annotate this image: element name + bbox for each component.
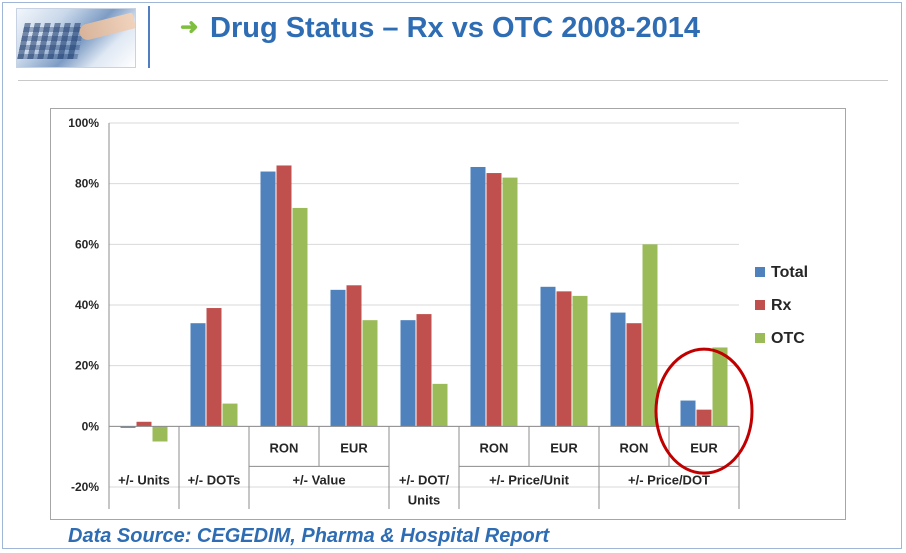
bar-otc: [222, 403, 238, 427]
legend-swatch-otc: [755, 333, 765, 343]
y-tick-label: 20%: [75, 359, 99, 373]
y-tick-label: 40%: [75, 298, 99, 312]
y-tick-label: -20%: [71, 480, 99, 494]
category-label: EUR: [690, 440, 718, 455]
y-tick-label: 60%: [75, 237, 99, 251]
bar-total: [540, 286, 556, 427]
bar-total: [470, 166, 486, 427]
category-label: RON: [480, 440, 509, 455]
bar-total: [610, 312, 626, 427]
bar-otc: [152, 426, 168, 442]
bar-rx: [136, 421, 152, 427]
category-label: RON: [270, 440, 299, 455]
bar-rx: [626, 323, 642, 427]
bar-otc: [712, 347, 728, 427]
legend-label-total: Total: [771, 264, 808, 281]
arrow-right-icon: ➜: [180, 14, 199, 39]
legend-swatch-rx: [755, 300, 765, 310]
bar-otc: [432, 383, 448, 427]
group-label: +/- DOTs: [188, 472, 241, 487]
bar-total: [680, 400, 696, 427]
bar-otc: [572, 295, 588, 427]
y-tick-label: 100%: [68, 116, 99, 130]
bar-rx: [276, 165, 292, 427]
chart-container: -20% 0% 20% 40% 60% 80% 100% RON EUR RON EUR RON EUR…: [50, 108, 846, 520]
bar-total: [400, 320, 416, 427]
bar-chart: -20% 0% 20% 40% 60% 80% 100% RON EUR RON EUR RON EUR…: [68, 116, 808, 509]
bar-total: [330, 289, 346, 427]
bar-rx: [556, 291, 572, 427]
bar-otc: [642, 244, 658, 427]
header-rule: [18, 80, 888, 81]
data-source-note: Data Source: CEGEDIM, Pharma & Hospital …: [68, 525, 550, 547]
category-label: EUR: [340, 440, 368, 455]
bar-otc: [502, 177, 518, 427]
bar-rx: [416, 314, 432, 427]
group-label: +/- Value: [292, 472, 345, 487]
bar-total: [260, 171, 276, 427]
group-label: +/- Units: [118, 472, 170, 487]
bar-otc: [362, 320, 378, 427]
logo-grid-graphic: [17, 23, 85, 59]
group-label: +/- Price/Unit: [489, 472, 569, 487]
category-label: RON: [620, 440, 649, 455]
legend-swatch-total: [755, 267, 765, 277]
highlight-circle: [654, 347, 754, 475]
y-tick-label: 0%: [82, 419, 100, 433]
bar-rx: [486, 173, 502, 427]
logo-hand-graphic: [77, 12, 135, 42]
header-divider: [148, 6, 150, 68]
category-label: EUR: [550, 440, 578, 455]
bar-rx: [206, 308, 222, 427]
bar-rx: [346, 285, 362, 427]
legend-label-otc: OTC: [771, 330, 805, 347]
bar-total: [190, 323, 206, 427]
bar-otc: [292, 207, 308, 427]
y-tick-label: 80%: [75, 177, 99, 191]
slide-title: Drug Status – Rx vs OTC 2008-2014: [210, 12, 700, 44]
bar-rx: [696, 409, 712, 427]
group-label: +/- Price/DOT: [628, 472, 710, 487]
group-label: +/- DOT/Units: [399, 472, 450, 507]
bar-total: [120, 426, 136, 428]
header-logo-image: [16, 8, 136, 68]
legend-label-rx: Rx: [771, 297, 792, 314]
